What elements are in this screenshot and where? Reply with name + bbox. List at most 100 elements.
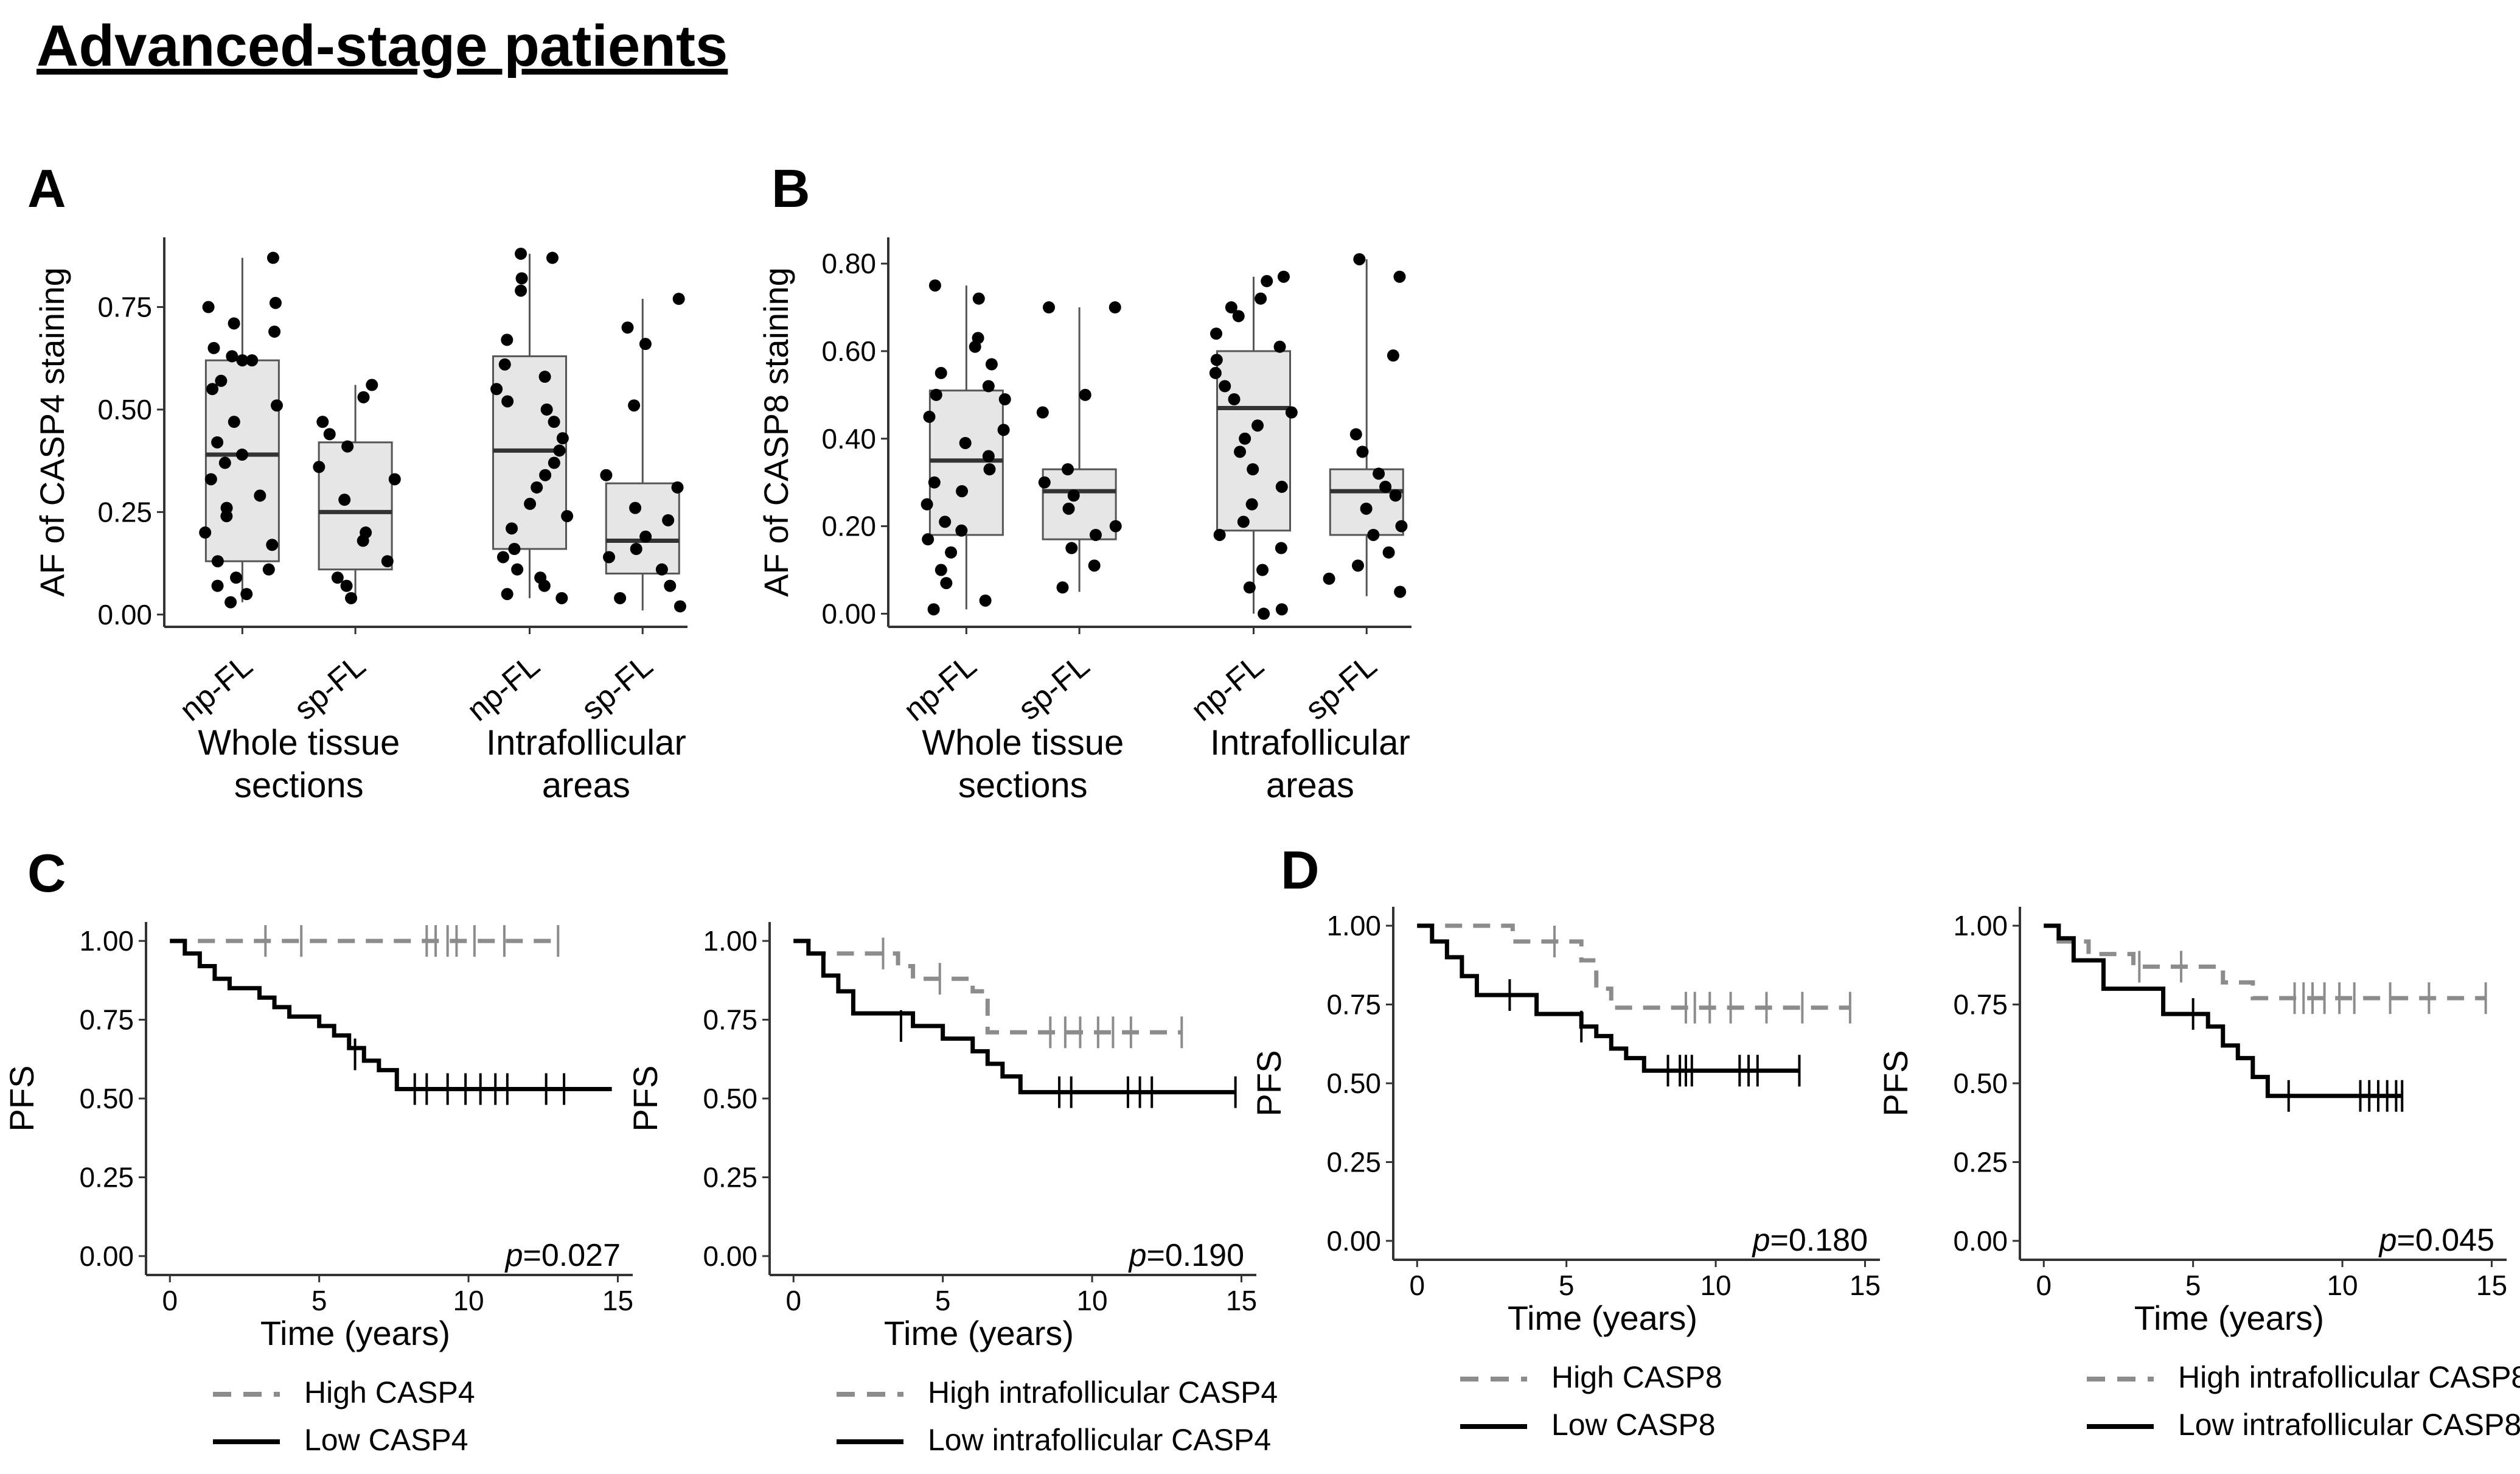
y-tick-label: 0.50: [1326, 1067, 1381, 1099]
y-axis-title: PFS: [1250, 1050, 1288, 1117]
data-point: [1109, 520, 1122, 533]
data-point: [1089, 528, 1102, 541]
data-point: [671, 481, 684, 494]
panel-B: B 0.00 0.20 0.40 0.60 0.80 AF of CASP8 stainin…: [757, 158, 1411, 805]
data-point: [629, 501, 642, 514]
data-point: [1285, 406, 1298, 419]
data-point: [1256, 564, 1269, 576]
y-tick-label: 1.00: [703, 925, 757, 957]
data-point: [548, 416, 560, 428]
panel-letter-B: B: [771, 158, 810, 218]
data-point: [538, 371, 551, 383]
group-label: Intrafollicular areas: [1210, 723, 1410, 805]
data-point: [246, 354, 259, 367]
data-point: [928, 476, 941, 489]
y-tick-label: 0.25: [97, 496, 152, 528]
x-category-label: np-FL: [897, 648, 983, 728]
x-tick-label: 0: [162, 1285, 178, 1316]
data-point: [1275, 542, 1287, 554]
data-point: [262, 563, 275, 576]
y-tick-label: 0.25: [1326, 1146, 1381, 1178]
data-point: [228, 317, 240, 330]
data-point: [674, 600, 686, 613]
box-iqr: [204, 359, 280, 562]
figure-title: Advanced-stage patients: [37, 13, 728, 79]
data-point: [1356, 445, 1369, 458]
y-tick-label: 1.00: [1326, 910, 1381, 941]
p-value: p=0.180: [1752, 1223, 1868, 1258]
box-iqr: [1042, 468, 1117, 540]
data-point: [985, 358, 998, 371]
data-point: [228, 416, 240, 428]
data-point: [1277, 270, 1290, 283]
data-point: [1036, 406, 1049, 419]
y-axis-title: AF of CASP4 staining: [33, 267, 71, 597]
y-tick-label: 0.75: [703, 1004, 757, 1036]
p-value: p=0.190: [1128, 1238, 1244, 1273]
data-point: [997, 424, 1010, 436]
data-point: [555, 592, 568, 604]
data-point: [515, 247, 527, 260]
data-point: [240, 588, 253, 601]
data-point: [1353, 253, 1366, 265]
data-point: [546, 251, 559, 264]
box-iqr: [1329, 468, 1404, 536]
data-point: [921, 498, 933, 511]
data-point: [230, 571, 243, 584]
x-tick-label: 10: [2327, 1270, 2358, 1301]
x-tick-label: 0: [1409, 1270, 1425, 1301]
data-point: [211, 579, 224, 592]
data-point: [672, 293, 685, 306]
panel-A: A 0.00 0.25 0.50 0.75 AF of CASP4 staining np-…: [27, 158, 687, 805]
y-tick-label: 0.00: [821, 598, 876, 629]
data-point: [331, 571, 344, 584]
x-tick-label: 5: [935, 1285, 951, 1316]
data-point: [982, 380, 995, 393]
legend-label: Low CASP8: [1551, 1408, 1716, 1442]
y-tick-label: 0.00: [703, 1240, 757, 1272]
data-point: [524, 497, 537, 510]
data-point: [1258, 607, 1270, 620]
data-point: [388, 473, 401, 486]
box-np-FL-0: [199, 251, 283, 609]
data-point: [1273, 340, 1286, 353]
box-np-FL-2: [490, 247, 574, 604]
data-point: [928, 279, 941, 292]
y-tick-label: 0.60: [821, 335, 876, 367]
data-point: [979, 594, 992, 607]
data-point: [266, 539, 279, 551]
data-point: [515, 284, 527, 297]
data-point: [1038, 476, 1051, 489]
box-sp-FL-3: [600, 293, 686, 613]
panel-D1: D 0.00 0.25 0.50 0.75 1.00 0 5 10 15 PFS Time (year…: [1250, 840, 1881, 1442]
data-point: [511, 563, 524, 576]
data-point: [1239, 432, 1251, 445]
data-point: [935, 564, 947, 576]
data-point: [935, 366, 947, 379]
x-tick-label: 0: [2036, 1270, 2052, 1301]
y-tick-label: 0.50: [1953, 1067, 2008, 1099]
data-point: [939, 515, 952, 528]
data-point: [323, 428, 336, 441]
x-axis-title: Time (years): [1508, 1299, 1697, 1337]
data-point: [1351, 559, 1364, 572]
legend-label: Low intrafollicular CASP8: [2178, 1408, 2520, 1442]
data-point: [496, 551, 509, 564]
data-point: [345, 592, 358, 604]
group-label: Intrafollicular areas: [486, 723, 686, 805]
data-point: [1395, 520, 1408, 533]
y-tick-label: 0.25: [1953, 1146, 2008, 1178]
data-point: [490, 383, 503, 396]
x-tick-label: 10: [1700, 1270, 1731, 1301]
data-point: [956, 485, 969, 498]
data-point: [357, 391, 370, 403]
data-point: [1210, 327, 1223, 340]
x-tick-label: 5: [312, 1285, 327, 1316]
data-point: [600, 469, 613, 481]
legend-label: High intrafollicular CASP8: [2178, 1360, 2520, 1394]
data-point: [1349, 428, 1362, 441]
data-point: [630, 543, 642, 555]
data-point: [1387, 349, 1399, 362]
data-point: [969, 340, 981, 353]
